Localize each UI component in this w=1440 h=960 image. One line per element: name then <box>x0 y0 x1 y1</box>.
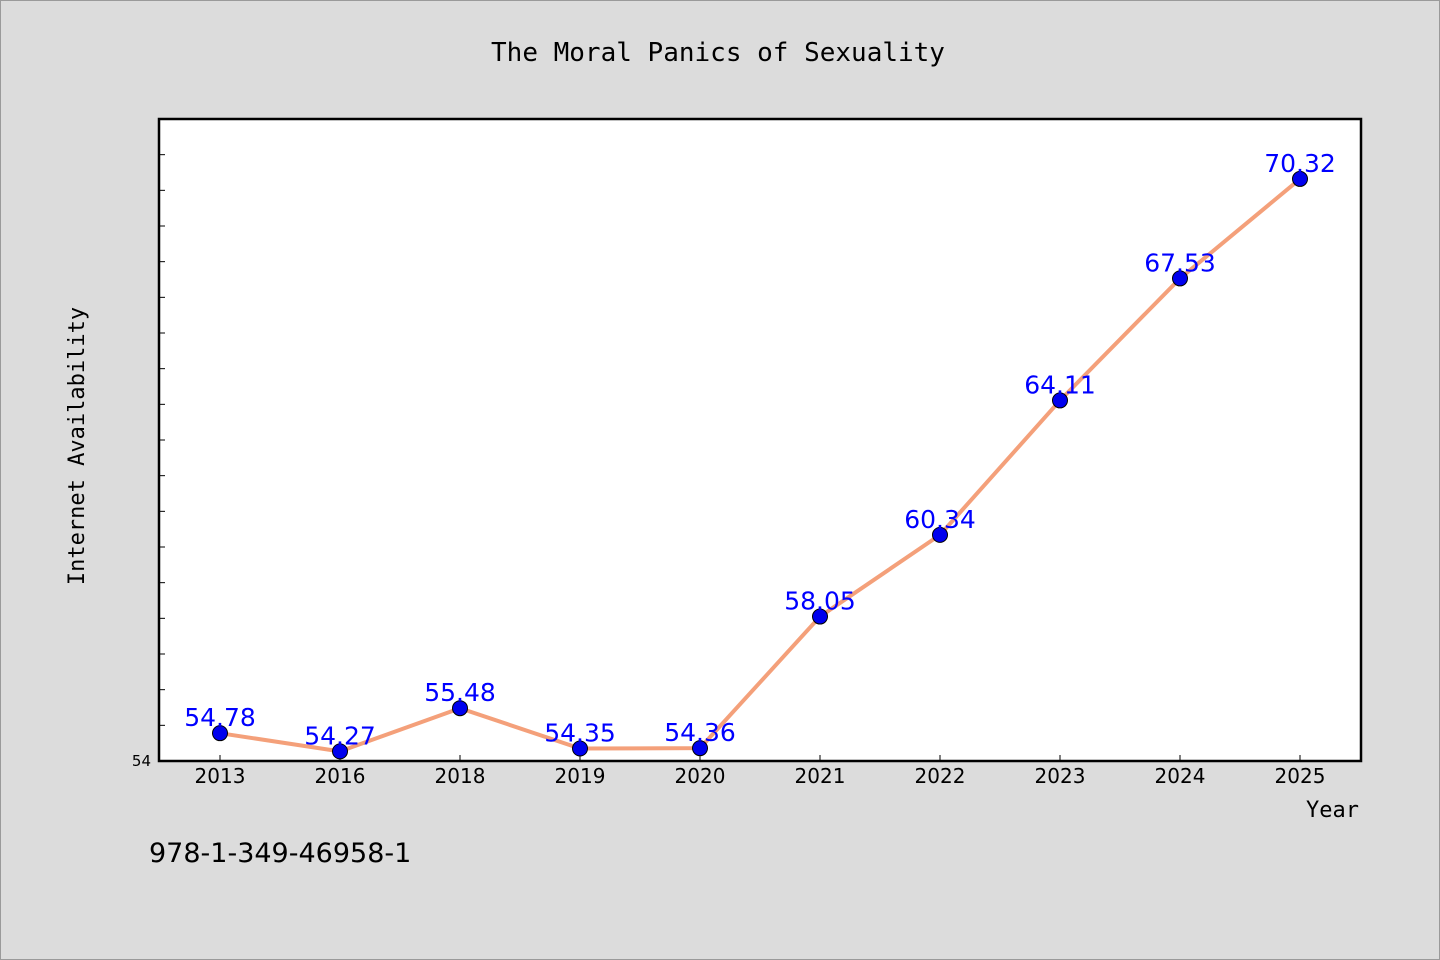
series-line <box>219 177 1302 754</box>
data-point <box>572 740 588 757</box>
y-tick-label: 54 <box>132 752 151 770</box>
x-tick-label: 2013 <box>195 764 246 788</box>
x-tick-label: 2018 <box>435 764 486 788</box>
series-layer: 54.78 54.27 55.48 54.35 54.36 58.05 60.34 64.11… <box>184 149 1336 760</box>
x-tick-label: 2022 <box>915 764 966 788</box>
y-axis-label: Internet Availability <box>65 307 90 585</box>
x-tick-label: 2019 <box>555 764 606 788</box>
x-axis-ticks: 2013 2016 2018 2019 2020 2021 2022 2023 2024 2025 <box>195 755 1326 788</box>
data-point <box>1052 392 1068 409</box>
data-label: 54.78 <box>184 703 256 732</box>
data-label: 60.34 <box>904 505 976 534</box>
x-tick-label: 2025 <box>1275 764 1326 788</box>
data-point <box>932 526 948 543</box>
x-tick-label: 2023 <box>1035 764 1086 788</box>
data-label: 67.53 <box>1144 248 1216 277</box>
data-label: 64.11 <box>1024 370 1096 399</box>
data-point <box>212 725 228 742</box>
data-label: 70.32 <box>1264 149 1336 178</box>
data-label: 54.27 <box>304 721 376 750</box>
data-label: 58.05 <box>784 587 856 616</box>
x-tick-label: 2016 <box>315 764 366 788</box>
data-point <box>692 740 708 757</box>
isbn-text: 978-1-349-46958-1 <box>149 838 411 869</box>
x-tick-label: 2021 <box>795 764 846 788</box>
x-tick-label: 2024 <box>1155 764 1206 788</box>
x-tick-label: 2020 <box>675 764 726 788</box>
data-label: 54.36 <box>664 718 736 747</box>
chart-title: The Moral Panics of Sexuality <box>491 38 945 68</box>
data-point <box>1172 270 1188 287</box>
data-point <box>812 608 828 625</box>
data-point <box>452 700 468 717</box>
y-axis-ticks <box>159 154 165 726</box>
data-label: 54.35 <box>544 719 616 748</box>
data-label: 55.48 <box>424 678 496 707</box>
plot-area <box>157 117 1363 763</box>
data-point <box>332 743 348 760</box>
data-point <box>1292 170 1308 187</box>
x-axis-label: Year <box>1306 798 1359 823</box>
